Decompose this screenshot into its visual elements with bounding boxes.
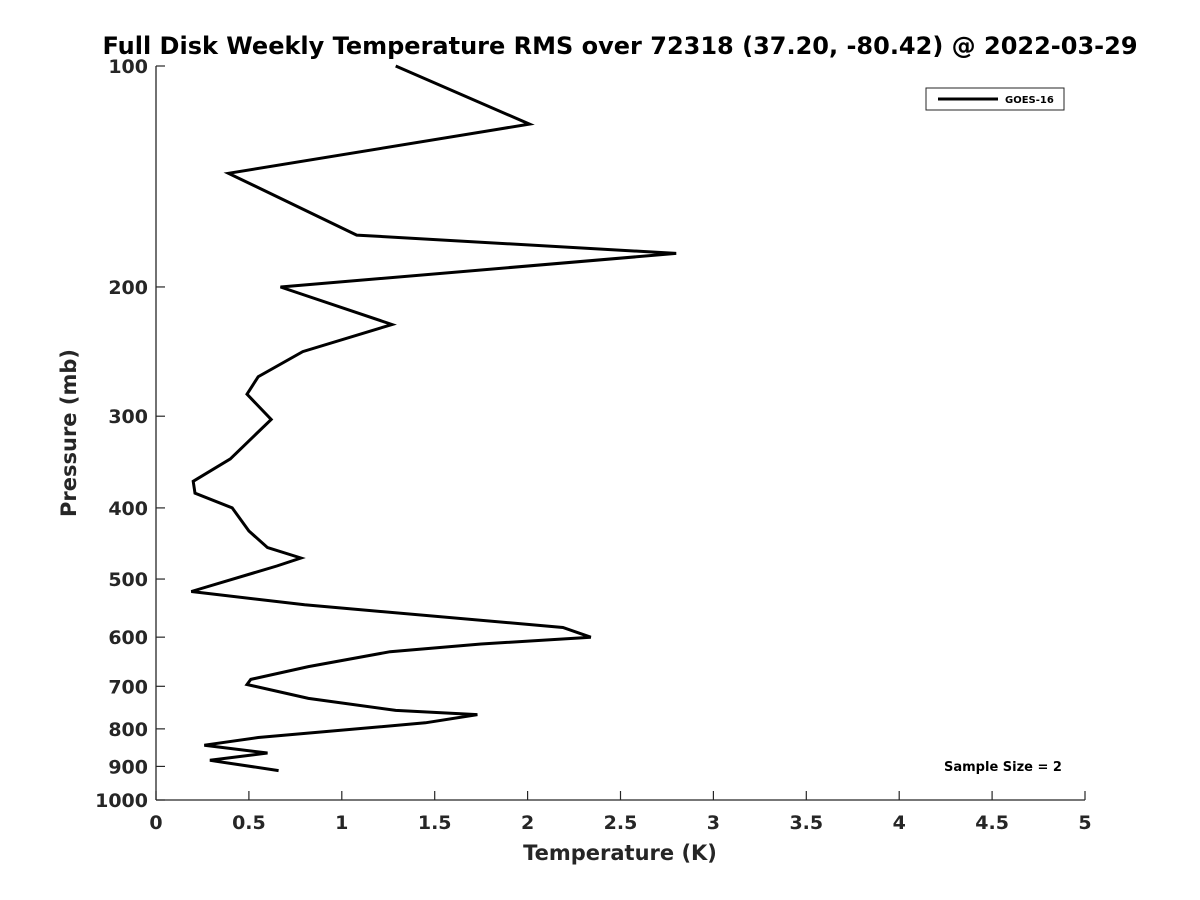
- y-tick-label: 1000: [95, 790, 148, 812]
- x-tick-label: 2.5: [604, 812, 638, 834]
- x-tick-label: 3: [707, 812, 720, 834]
- y-tick-label: 300: [108, 406, 148, 428]
- y-tick-label: 500: [108, 569, 148, 591]
- x-tick-label: 0: [149, 812, 162, 834]
- y-tick-label: 400: [108, 498, 148, 520]
- y-tick-label: 600: [108, 627, 148, 649]
- y-ticks: 100 200 300 400 500 600 700 800 900 1000: [95, 56, 165, 812]
- x-tick-label: 3.5: [789, 812, 823, 834]
- x-tick-label: 4.5: [975, 812, 1009, 834]
- x-axis-label: Temperature (K): [523, 841, 717, 865]
- x-tick-label: 2: [521, 812, 534, 834]
- x-ticks: 0 0.5 1 1.5 2 2.5 3 3.5 4 4.5 5: [149, 791, 1092, 834]
- y-tick-label: 700: [108, 676, 148, 698]
- y-tick-label: 200: [108, 277, 148, 299]
- y-axis-label: Pressure (mb): [57, 349, 81, 517]
- x-tick-label: 0.5: [232, 812, 266, 834]
- x-tick-label: 1.5: [418, 812, 452, 834]
- legend-entry-label: GOES-16: [1005, 95, 1054, 106]
- y-tick-label: 100: [108, 56, 148, 78]
- chart-title: Full Disk Weekly Temperature RMS over 72…: [102, 32, 1137, 60]
- x-tick-label: 5: [1078, 812, 1091, 834]
- sample-size-annotation: Sample Size = 2: [944, 760, 1062, 775]
- series-line-goes-16: [190, 64, 677, 773]
- x-tick-label: 4: [893, 812, 906, 834]
- x-tick-label: 1: [335, 812, 348, 834]
- series-layer: [190, 64, 677, 773]
- legend: GOES-16: [925, 87, 1065, 111]
- y-tick-label: 800: [108, 719, 148, 741]
- plot-area: [155, 66, 1085, 801]
- y-tick-label: 900: [108, 756, 148, 778]
